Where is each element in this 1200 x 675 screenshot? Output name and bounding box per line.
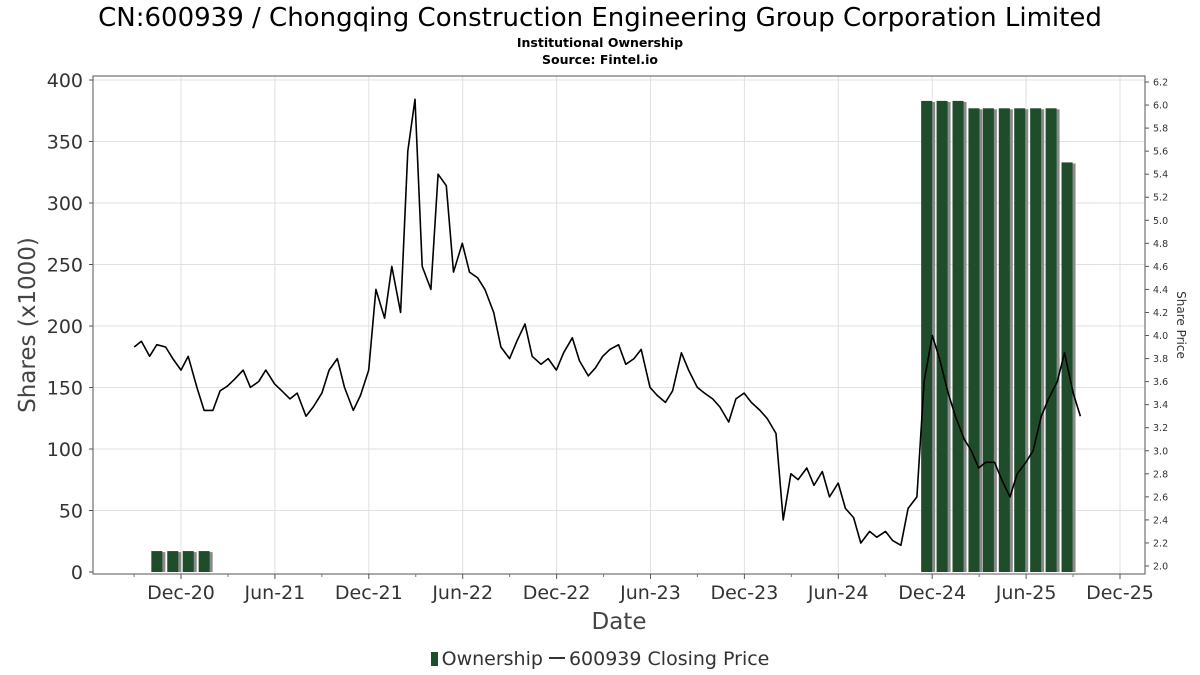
plot-frame: [92, 75, 1146, 575]
y2-tick-label: 6.2: [1153, 78, 1168, 89]
y2-tick-label: 2.6: [1153, 492, 1168, 503]
y-tick-label: 0: [71, 562, 83, 584]
y-tick-label: 200: [47, 316, 83, 338]
ownership-bar: [998, 108, 1010, 572]
x-tick-label: Jun-22: [431, 582, 493, 604]
x-axis-label: Date: [592, 609, 647, 635]
y2-tick-label: 3.8: [1153, 354, 1168, 365]
y2-tick-label: 5.6: [1153, 147, 1168, 158]
y2-tick-label: 5.0: [1153, 216, 1168, 227]
chart-subtitle: Institutional Ownership: [516, 35, 684, 50]
x-tick-label: Jun-25: [995, 582, 1057, 604]
ownership-bar: [1045, 108, 1057, 572]
y2-tick-label: 4.2: [1153, 308, 1168, 319]
y2-axis: 2.0 2.2 2.4 2.6 2.8 3.0 3.2 3.4 3.6 3.8 4.0 4.2 4.4 4…: [1145, 78, 1168, 573]
y2-tick-label: 3.0: [1153, 446, 1168, 457]
y2-tick-label: 2.0: [1153, 562, 1168, 573]
y2-tick-label: 5.4: [1153, 170, 1168, 181]
y2-tick-label: 2.4: [1153, 515, 1168, 526]
legend-price-swatch: [548, 657, 565, 659]
price-line-layer: [133, 98, 1082, 547]
x-tick-label: Dec-24: [898, 582, 966, 604]
y-tick-label: 150: [47, 378, 83, 400]
x-tick-label: Jun-21: [244, 582, 306, 604]
x-axis: Dec-20 Jun-21 Dec-21 Jun-22 Dec-22 Jun-23 Dec-…: [133, 574, 1154, 604]
y-tick-label: 250: [47, 255, 83, 277]
y2-tick-label: 5.2: [1153, 193, 1168, 204]
ownership-bar: [982, 108, 994, 572]
y-axis-label: Shares (x1000): [15, 237, 41, 413]
ownership-bar: [968, 108, 980, 572]
x-tick-label: Dec-23: [710, 582, 778, 604]
ownership-bar: [182, 551, 194, 572]
y2-tick-label: 3.4: [1153, 400, 1168, 411]
ownership-bar: [198, 551, 210, 572]
price-line: [133, 98, 1082, 547]
x-tick-label: Jun-23: [619, 582, 681, 604]
y-tick-label: 400: [47, 70, 83, 92]
y2-tick-label: 5.8: [1153, 124, 1168, 135]
ownership-bar: [952, 100, 964, 572]
x-tick-label: Dec-22: [523, 582, 591, 604]
y2-tick-label: 4.0: [1153, 331, 1168, 342]
legend-ownership-label: Ownership: [441, 648, 543, 670]
y-axis: 0 50 100 150 200 250 300 350 400: [47, 70, 93, 584]
ownership-bar: [1014, 108, 1026, 572]
ownership-bar: [936, 100, 948, 572]
y2-tick-label: 4.8: [1153, 239, 1168, 250]
ownership-bar: [167, 551, 179, 572]
x-tick-label: Dec-25: [1086, 582, 1154, 604]
x-tick-label: Dec-20: [147, 582, 215, 604]
y-tick-label: 300: [47, 193, 83, 215]
ownership-bars: [151, 100, 1076, 572]
legend-ownership-swatch: [430, 652, 438, 666]
y-tick-label: 50: [59, 501, 83, 523]
y-tick-label: 100: [47, 439, 83, 461]
y2-tick-label: 3.6: [1153, 377, 1168, 388]
x-tick-label: Jun-24: [807, 582, 869, 604]
x-tick-label: Dec-21: [335, 582, 403, 604]
y2-tick-label: 2.2: [1153, 538, 1168, 549]
chart-title: CN:600939 / Chongqing Construction Engin…: [98, 3, 1102, 33]
y2-tick-label: 2.8: [1153, 469, 1168, 480]
y2-tick-label: 3.2: [1153, 423, 1168, 434]
y-tick-label: 350: [47, 132, 83, 154]
legend: Ownership 600939 Closing Price: [0, 646, 1200, 672]
y2-axis-label: Share Price: [1174, 291, 1188, 359]
y2-tick-label: 4.6: [1153, 262, 1168, 273]
legend-price-label: 600939 Closing Price: [568, 648, 770, 670]
y2-tick-label: 6.0: [1153, 101, 1168, 112]
y2-tick-label: 4.4: [1153, 285, 1168, 296]
ownership-bar: [1030, 108, 1042, 572]
chart-source: Source: Fintel.io: [542, 52, 658, 67]
ownership-bar: [921, 100, 933, 572]
ownership-bar: [151, 551, 163, 572]
